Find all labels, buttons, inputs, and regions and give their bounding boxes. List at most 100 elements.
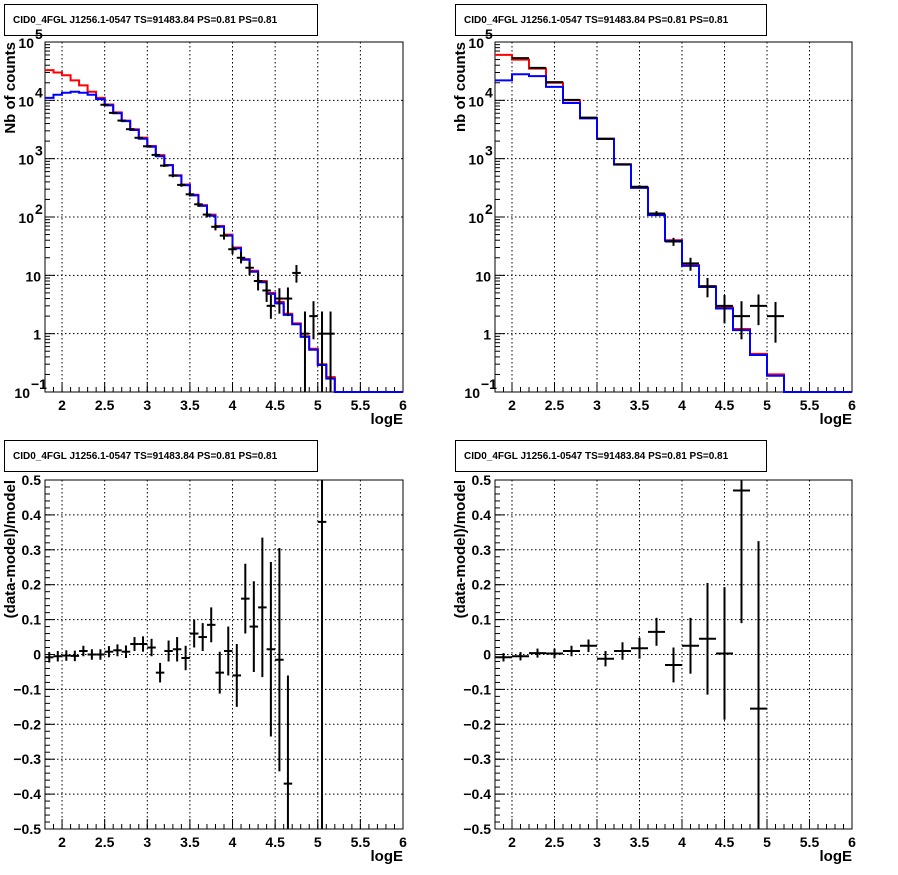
y-tick-label: 0.5 <box>472 472 492 488</box>
y-tick-label: −0.2 <box>463 716 491 732</box>
x-tick-label: 2.5 <box>545 397 565 413</box>
residual-point <box>275 548 284 772</box>
y-tick-exponent: −1 <box>481 376 497 392</box>
data-point <box>100 103 109 106</box>
y-tick-label: 10 <box>14 385 30 401</box>
residual-point <box>614 642 631 660</box>
series-line-blue <box>495 73 852 393</box>
residual-point <box>266 562 276 737</box>
data-point <box>631 185 648 189</box>
grid <box>495 42 852 392</box>
y-tick-label: 10 <box>18 93 34 109</box>
y-tick-label: −0.4 <box>13 786 41 802</box>
y-tick-label: 0.3 <box>22 542 42 558</box>
residual-point <box>87 649 97 660</box>
data-point <box>317 311 327 392</box>
residual-point <box>529 648 546 658</box>
x-tick-label: 6 <box>399 397 407 413</box>
residual-point <box>495 653 512 662</box>
data-point <box>168 173 178 178</box>
data-point <box>716 295 733 324</box>
chart-panel-2: CID0_4FGL J1256.1-0547 TS=91483.84 PS=0.… <box>452 4 856 428</box>
y-tick-label: 1 <box>483 327 491 343</box>
plot-frame <box>44 41 404 393</box>
data-point <box>580 116 597 119</box>
y-tick-label: 0.1 <box>472 612 492 628</box>
y-axis-label: (data-model)/model <box>2 480 19 618</box>
x-axis-label: logE <box>820 411 853 428</box>
data-point <box>236 252 246 264</box>
residual-point <box>164 640 173 662</box>
title-box <box>4 440 318 472</box>
y-tick-exponent: 2 <box>485 201 493 217</box>
x-tick-label: 6 <box>848 834 856 850</box>
y-tick-label: −0.3 <box>13 751 41 767</box>
residual-point <box>181 645 190 671</box>
data-point <box>117 119 126 122</box>
y-tick-label: 10 <box>468 35 484 51</box>
residual-point <box>62 650 71 661</box>
x-tick-label: 5.5 <box>351 397 371 413</box>
y-tick-label: 10 <box>468 93 484 109</box>
residual-point <box>249 581 259 672</box>
y-tick-label: 0 <box>33 647 41 663</box>
chart-title: CID0_4FGL J1256.1-0547 TS=91483.84 PS=0.… <box>13 451 278 462</box>
data-point <box>185 192 195 197</box>
data-point <box>546 81 563 84</box>
y-tick-exponent: 5 <box>35 26 43 42</box>
data-point <box>266 295 276 319</box>
x-tick-label: 4 <box>678 834 686 850</box>
x-tick-label: 2 <box>508 397 516 413</box>
residual-point <box>682 617 699 674</box>
data-point <box>512 57 529 60</box>
residual-point <box>215 651 224 694</box>
data-point <box>177 183 186 187</box>
x-tick-label: 4 <box>229 834 237 850</box>
x-tick-label: 3 <box>593 397 601 413</box>
data-point <box>529 66 546 69</box>
y-tick-exponent: 4 <box>35 84 43 100</box>
x-tick-label: 4 <box>229 397 237 413</box>
y-tick-label: −0.5 <box>13 821 41 837</box>
y-tick-exponent: 5 <box>485 26 493 42</box>
residual-point <box>198 623 207 652</box>
y-axis-label: Nb of counts <box>2 42 19 134</box>
x-tick-label: 5.5 <box>351 834 371 850</box>
y-tick-label: 0.4 <box>22 507 42 523</box>
data-point <box>228 245 237 255</box>
residual-point <box>597 651 614 667</box>
residual-point <box>53 651 63 662</box>
residual-point <box>716 587 733 720</box>
residual-point <box>512 652 529 661</box>
x-tick-label: 5 <box>763 834 771 850</box>
y-tick-label: 1 <box>33 327 41 343</box>
title-box <box>455 440 767 472</box>
y-axis-label: (data-model)/model <box>452 480 469 618</box>
x-tick-label: 2.5 <box>95 834 115 850</box>
data-point <box>275 288 284 314</box>
data-point <box>143 145 152 148</box>
residual-point <box>258 537 267 678</box>
chart-panel-4: CID0_4FGL J1256.1-0547 TS=91483.84 PS=0.… <box>452 440 856 865</box>
x-tick-label: 3 <box>593 834 601 850</box>
x-tick-label: 5 <box>314 397 322 413</box>
x-tick-label: 5 <box>763 397 771 413</box>
x-tick-label: 2.5 <box>95 397 115 413</box>
x-tick-label: 3.5 <box>630 834 650 850</box>
y-tick-label: 10 <box>18 152 34 168</box>
y-tick-label: −0.2 <box>13 716 41 732</box>
data-point <box>219 232 229 240</box>
x-tick-label: 5 <box>314 834 322 850</box>
chart-title: CID0_4FGL J1256.1-0547 TS=91483.84 PS=0.… <box>464 15 729 26</box>
y-tick-label: −0.1 <box>463 681 491 697</box>
data-point <box>682 257 699 271</box>
data-point <box>733 301 750 340</box>
data-point <box>326 311 335 392</box>
residual-point <box>750 541 767 829</box>
y-tick-exponent: −1 <box>31 376 47 392</box>
chart-title: CID0_4FGL J1256.1-0547 TS=91483.84 PS=0.… <box>464 451 729 462</box>
x-tick-label: 2 <box>58 834 66 850</box>
residual-point <box>733 480 750 624</box>
